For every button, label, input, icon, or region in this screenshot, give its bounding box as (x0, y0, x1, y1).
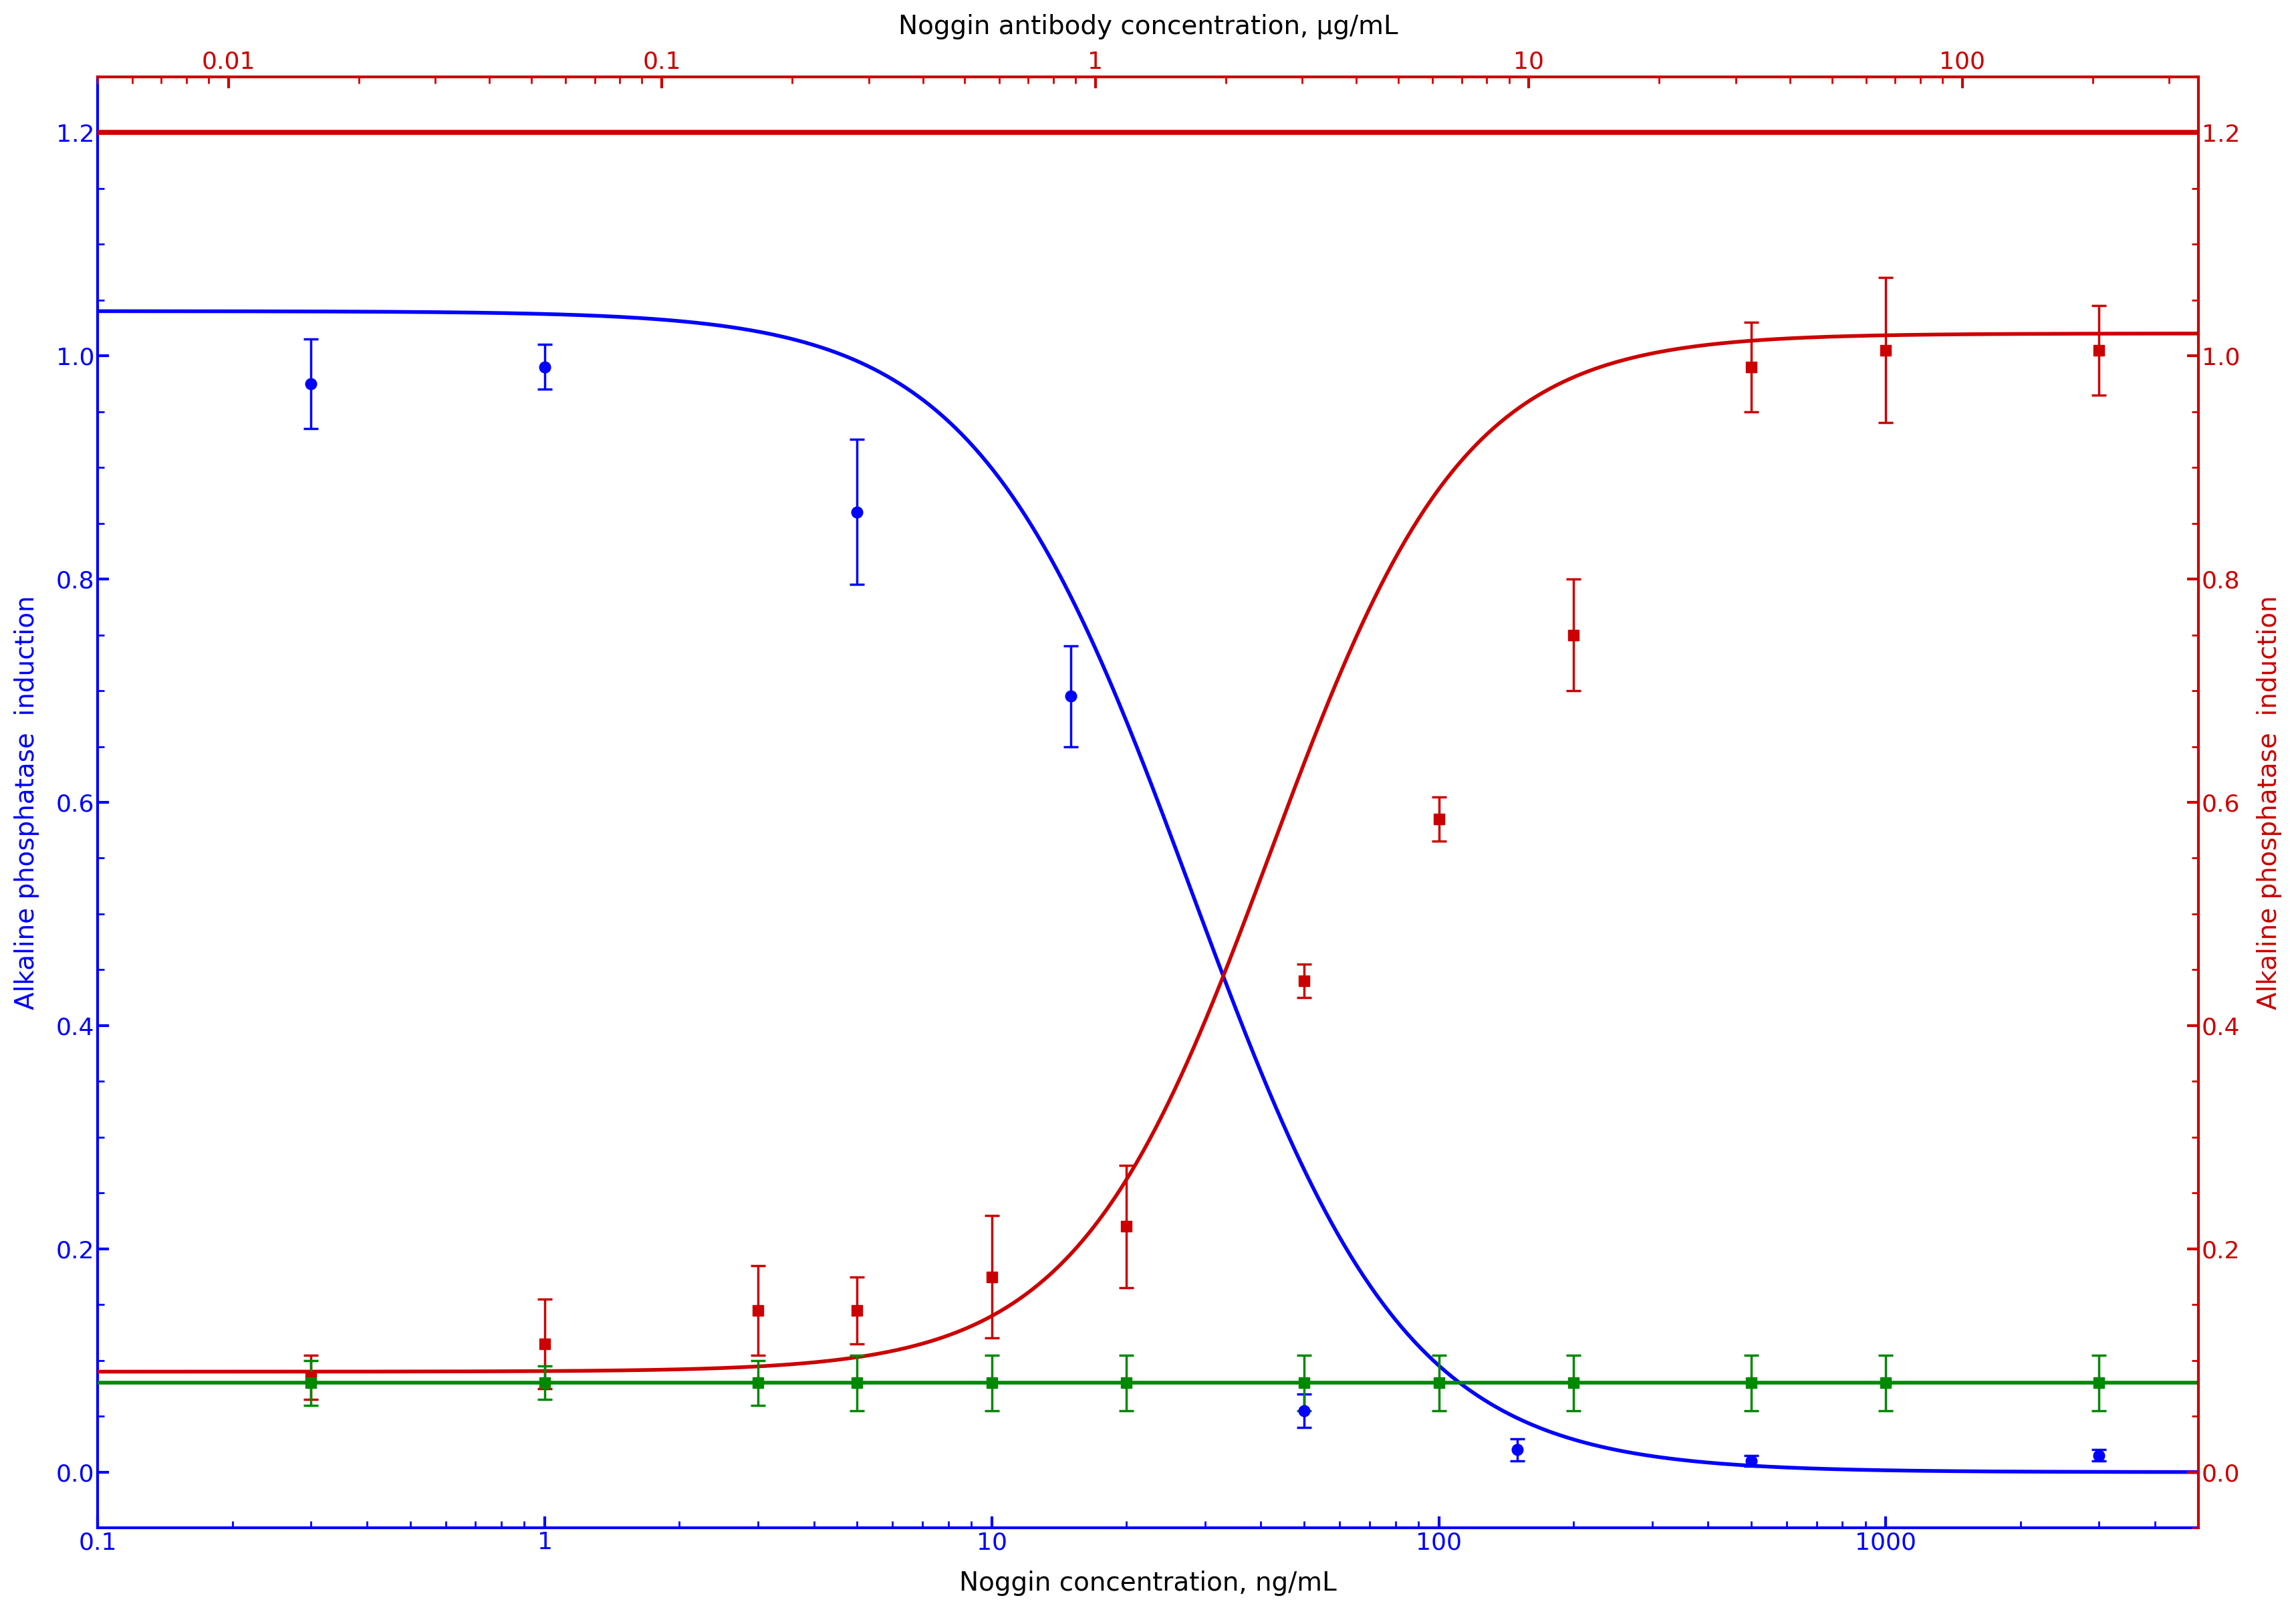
Y-axis label: Alkaline phosphatase  induction: Alkaline phosphatase induction (2257, 596, 2282, 1009)
Y-axis label: Alkaline phosphatase  induction: Alkaline phosphatase induction (14, 596, 39, 1009)
X-axis label: Noggin antibody concentration, μg/mL: Noggin antibody concentration, μg/mL (898, 14, 1398, 39)
X-axis label: Noggin concentration, ng/mL: Noggin concentration, ng/mL (960, 1571, 1336, 1596)
